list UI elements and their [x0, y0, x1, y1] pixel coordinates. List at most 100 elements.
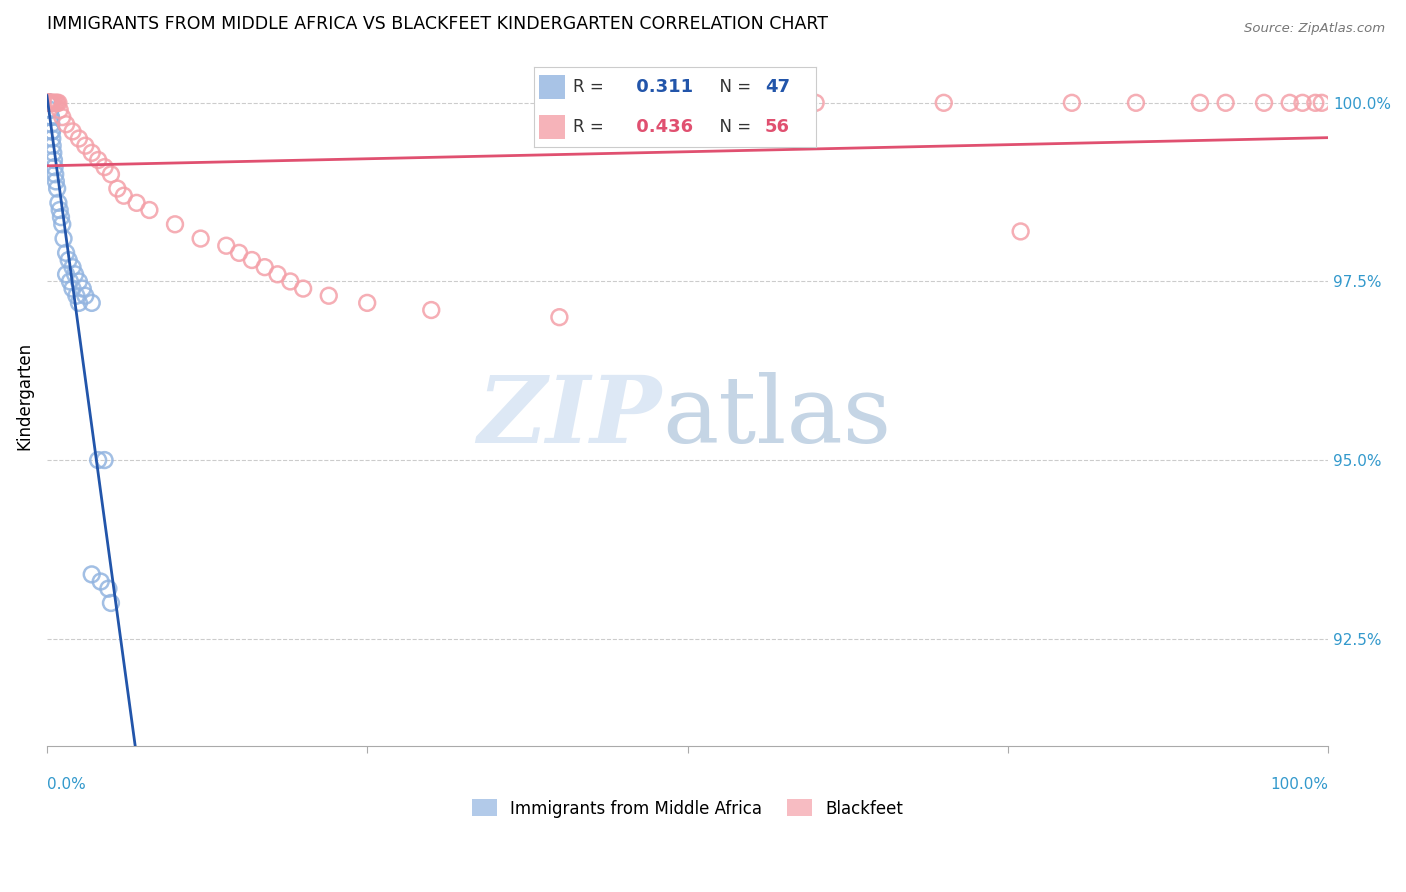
Point [37, 95, 59, 110]
Text: IMMIGRANTS FROM MIDDLE AFRICA VS BLACKFEET KINDERGARTEN CORRELATION CHART: IMMIGRANTS FROM MIDDLE AFRICA VS BLACKFE… [46, 15, 828, 33]
Point [190, 231, 212, 245]
Point [37, 95, 59, 110]
Point [62, 260, 84, 275]
Point [41, 131, 63, 145]
Point [41, 124, 63, 138]
Point [48, 202, 70, 217]
Point [80, 567, 103, 582]
Text: Source: ZipAtlas.com: Source: ZipAtlas.com [1244, 22, 1385, 36]
Point [87, 153, 110, 167]
Point [39, 103, 62, 117]
Point [97, 582, 120, 596]
Point [58, 252, 80, 267]
Text: ZIP: ZIP [478, 372, 662, 462]
Point [59, 275, 82, 289]
Point [105, 181, 128, 195]
Point [39, 110, 62, 124]
Point [548, 310, 571, 325]
Point [87, 453, 110, 467]
Point [228, 245, 250, 260]
Point [67, 275, 90, 289]
Point [62, 124, 84, 138]
Point [38, 95, 60, 110]
Point [1291, 95, 1313, 110]
Point [112, 188, 135, 202]
Point [65, 289, 87, 303]
Point [44, 95, 66, 110]
Point [266, 268, 288, 282]
Point [41, 95, 63, 110]
Point [38, 95, 60, 110]
Point [42, 145, 65, 160]
Point [51, 217, 73, 231]
Point [37, 95, 59, 110]
Point [51, 110, 73, 124]
Point [1188, 95, 1211, 110]
Point [100, 167, 122, 181]
Point [80, 145, 103, 160]
Point [676, 95, 699, 110]
Point [356, 296, 378, 310]
Point [1010, 224, 1032, 238]
Point [1215, 95, 1237, 110]
Point [46, 95, 69, 110]
Point [240, 252, 263, 267]
Point [420, 303, 443, 318]
Point [38, 95, 60, 110]
Point [48, 95, 70, 110]
Point [39, 95, 62, 110]
Point [1125, 95, 1147, 110]
Point [1060, 95, 1083, 110]
Point [93, 453, 115, 467]
Point [100, 596, 122, 610]
Point [41, 138, 63, 153]
Point [44, 167, 66, 181]
Point [48, 195, 70, 210]
Point [55, 245, 77, 260]
Point [318, 289, 340, 303]
Text: 100.0%: 100.0% [1270, 778, 1329, 792]
Point [38, 95, 60, 110]
Point [55, 268, 77, 282]
Point [80, 296, 103, 310]
Point [45, 95, 67, 110]
Point [278, 275, 301, 289]
Point [38, 95, 60, 110]
Point [49, 210, 72, 224]
Point [63, 268, 86, 282]
Point [125, 195, 148, 210]
Point [253, 260, 276, 275]
Point [37, 95, 59, 110]
Point [39, 95, 62, 110]
Point [41, 124, 63, 138]
Point [62, 282, 84, 296]
Y-axis label: Kindergarten: Kindergarten [15, 342, 32, 450]
Point [1310, 95, 1333, 110]
Point [44, 160, 66, 174]
Point [41, 117, 63, 131]
Point [39, 95, 62, 110]
Point [75, 138, 97, 153]
Point [804, 95, 827, 110]
Point [45, 174, 67, 188]
Point [42, 95, 65, 110]
Point [41, 95, 63, 110]
Point [1305, 95, 1327, 110]
Point [215, 238, 238, 252]
Point [37, 95, 59, 110]
Point [48, 103, 70, 117]
Point [1278, 95, 1301, 110]
Point [93, 160, 115, 174]
Point [52, 231, 75, 245]
Point [292, 282, 315, 296]
Point [39, 110, 62, 124]
Point [46, 181, 69, 195]
Point [67, 296, 90, 310]
Point [1253, 95, 1275, 110]
Point [55, 117, 77, 131]
Text: atlas: atlas [662, 372, 891, 462]
Point [75, 289, 97, 303]
Point [138, 202, 160, 217]
Point [37, 95, 59, 110]
Point [38, 95, 60, 110]
